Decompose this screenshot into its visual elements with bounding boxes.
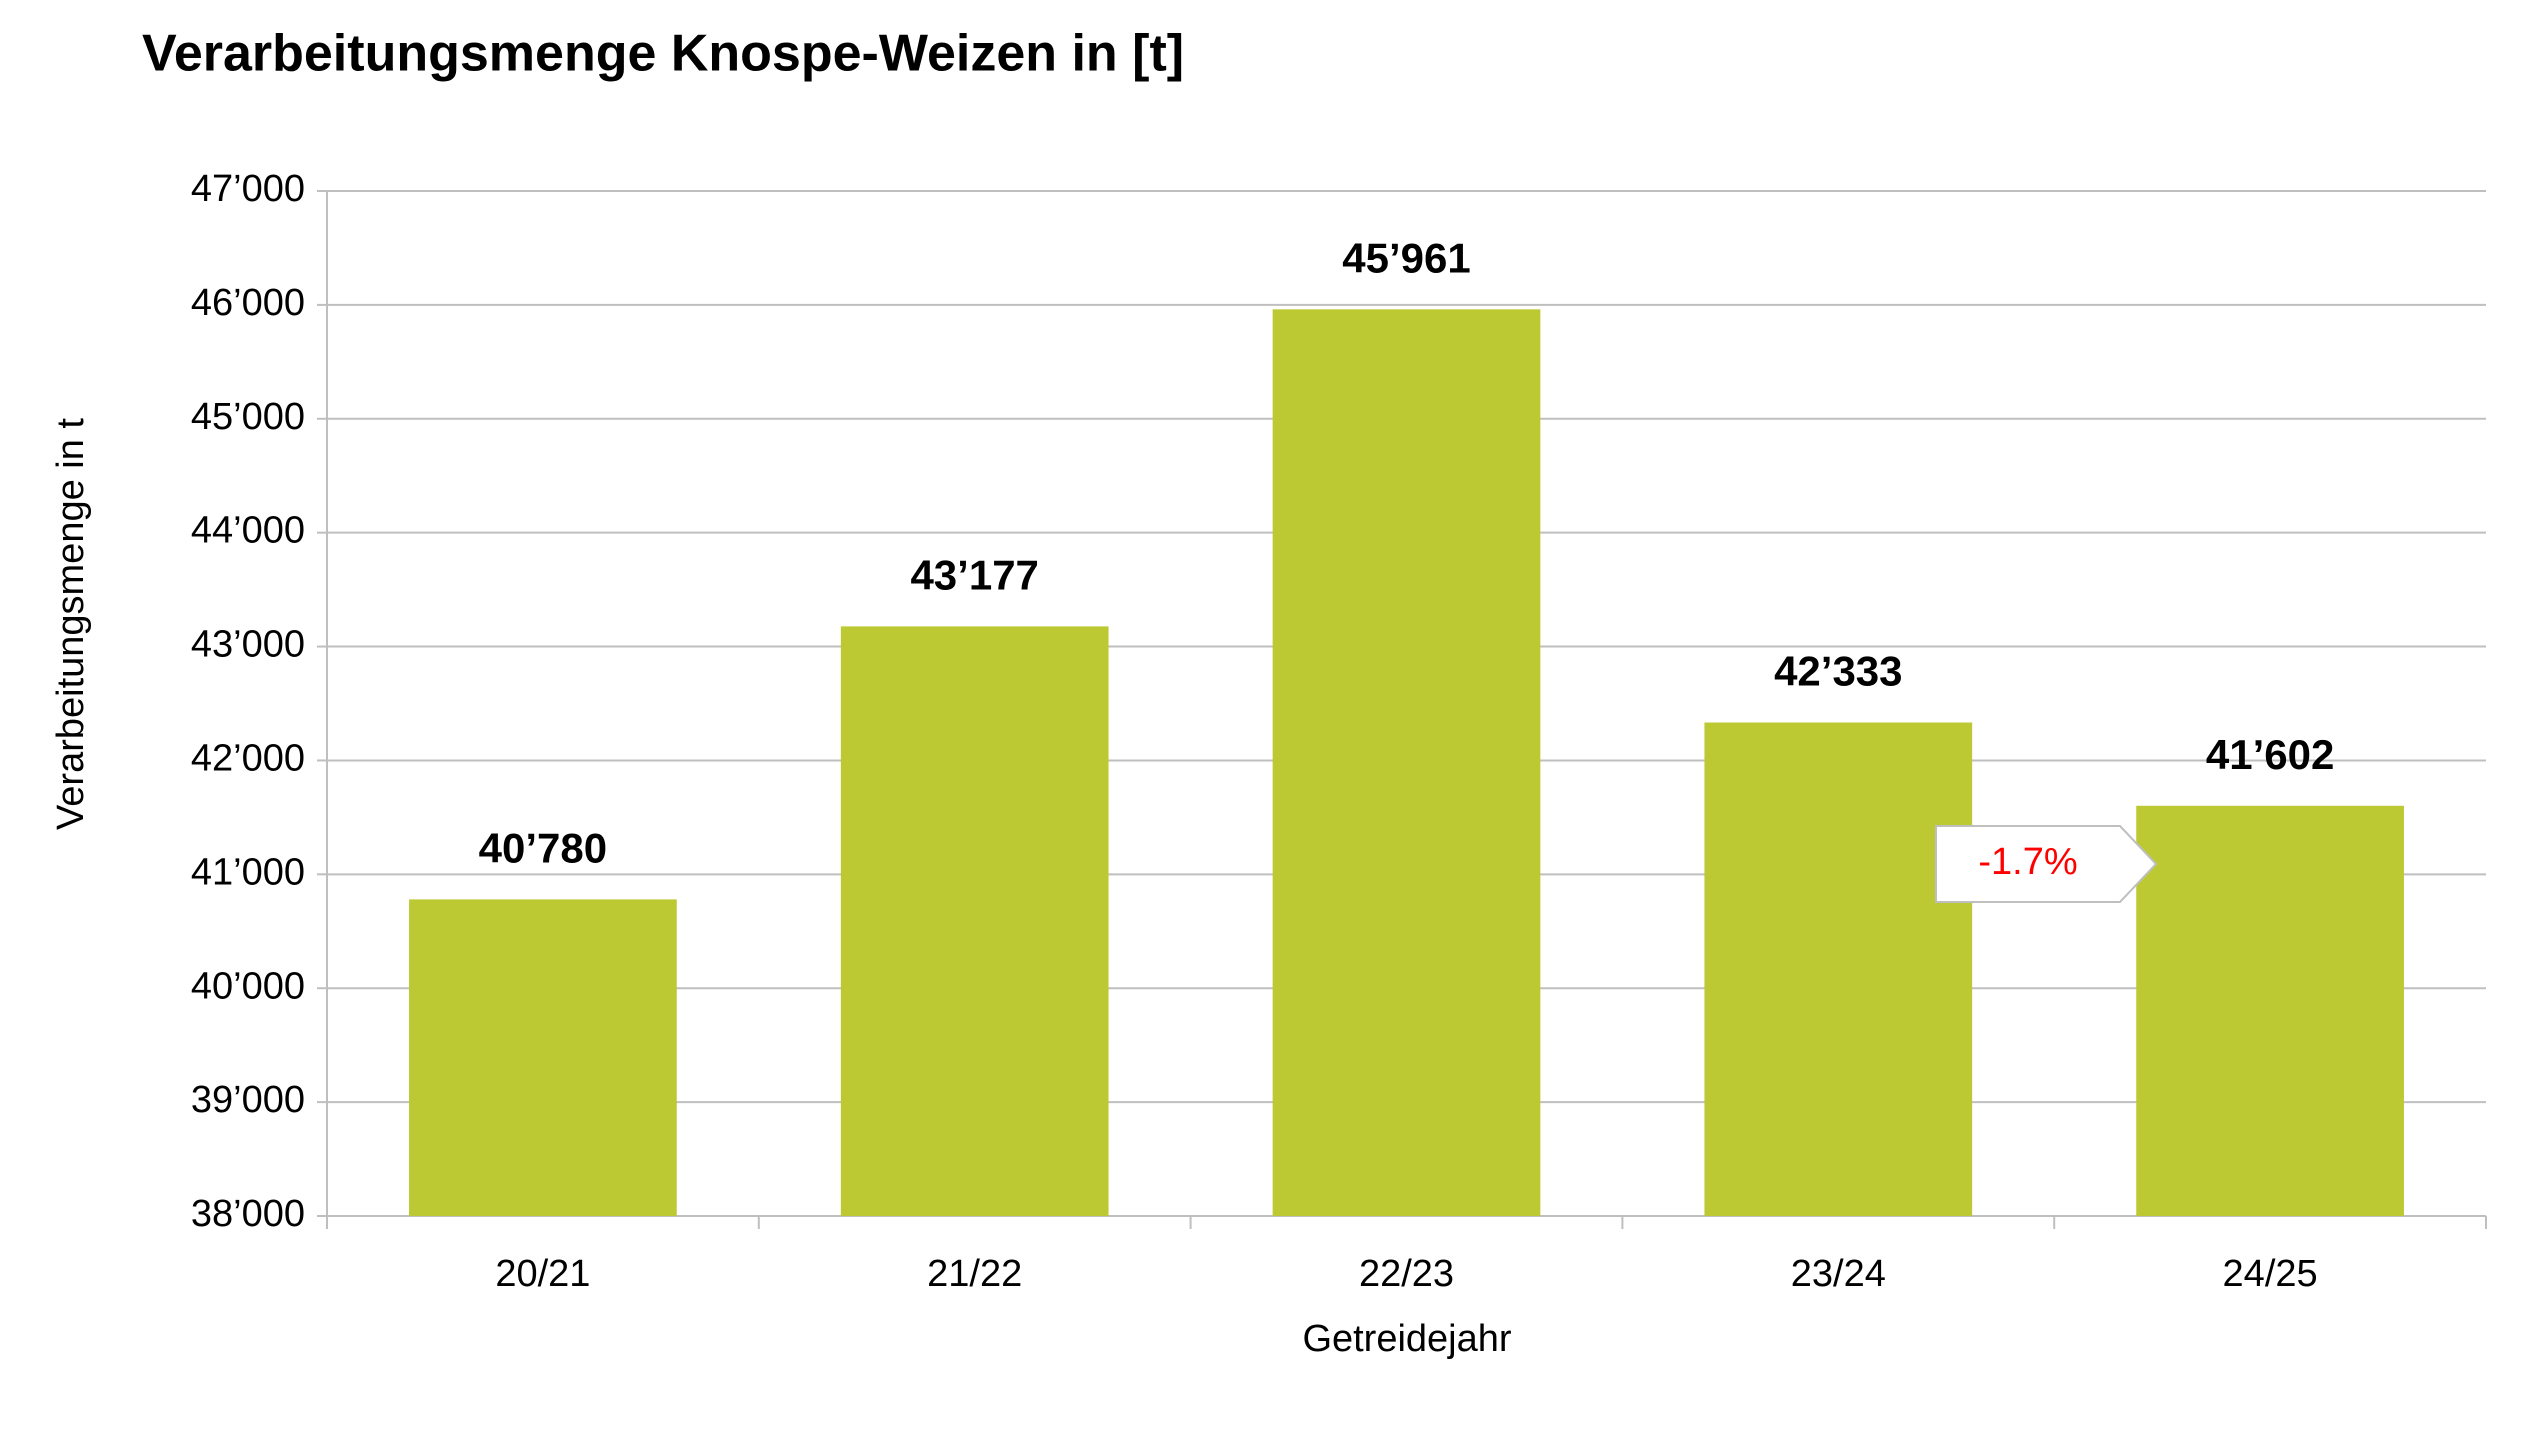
- x-tick-label: 21/22: [927, 1253, 1022, 1295]
- bar: [840, 626, 1109, 1216]
- y-tick-label: 40’000: [191, 965, 305, 1007]
- y-tick-label: 44’000: [191, 510, 305, 552]
- y-tick-label: 45’000: [191, 396, 305, 438]
- y-tick-label: 43’000: [191, 624, 305, 666]
- bar: [1272, 309, 1541, 1216]
- data-label: 41’602: [2206, 731, 2334, 778]
- x-tick-label: 20/21: [495, 1253, 590, 1295]
- y-tick-label: 38’000: [191, 1193, 305, 1235]
- x-tick-label: 23/24: [1791, 1253, 1886, 1295]
- chart-title: Verarbeitungsmenge Knospe-Weizen in [t]: [142, 25, 1184, 83]
- y-tick-label: 42’000: [191, 737, 305, 779]
- y-tick-label: 39’000: [191, 1079, 305, 1121]
- annotation: -1.7%: [1978, 841, 2077, 883]
- y-axis-label: Verarbeitungsmenge in t: [50, 418, 92, 830]
- y-tick-label: 46’000: [191, 282, 305, 324]
- y-tick-label: 41’000: [191, 851, 305, 893]
- bar: [1704, 722, 1973, 1216]
- annotation-callout: [1935, 825, 2158, 903]
- bar: [2136, 805, 2404, 1216]
- x-tick-label: 22/23: [1359, 1253, 1454, 1295]
- data-label: 43’177: [910, 551, 1038, 598]
- x-tick-label: 24/25: [2223, 1253, 2318, 1295]
- bar: [409, 899, 677, 1216]
- data-label: 40’780: [479, 824, 607, 871]
- data-label: 42’333: [1774, 648, 1902, 695]
- y-tick-label: 47’000: [191, 168, 305, 210]
- data-label: 45’961: [1342, 234, 1470, 281]
- x-axis-label: Getreidejahr: [1302, 1318, 1511, 1360]
